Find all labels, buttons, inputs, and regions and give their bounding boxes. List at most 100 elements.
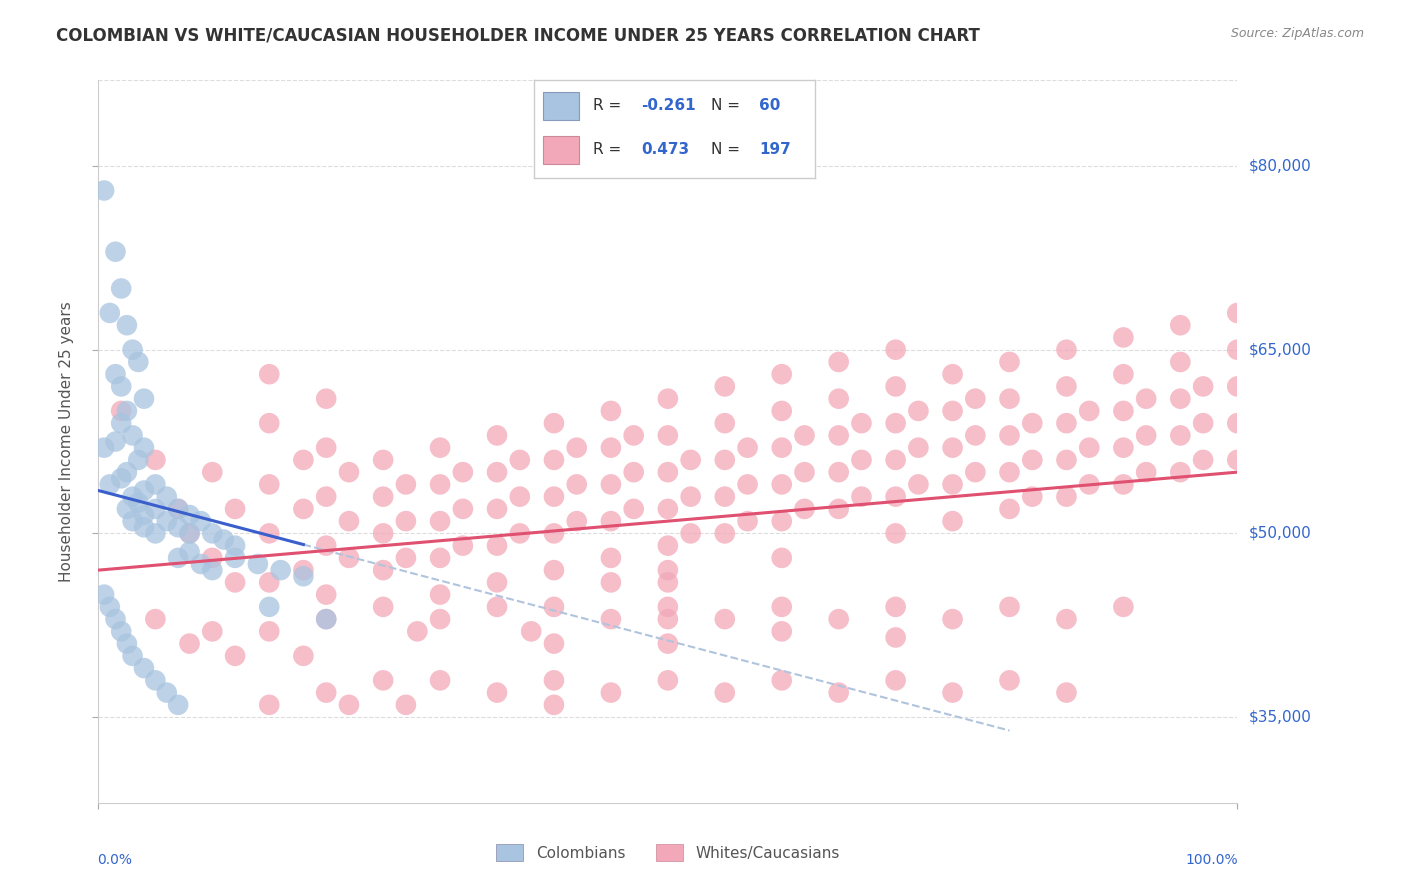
Text: 0.0%: 0.0% [97, 854, 132, 867]
Point [315, 612, 337, 626]
Point [851, 416, 873, 430]
Point [793, 502, 815, 516]
Point [167, 698, 190, 712]
Point [201, 550, 224, 565]
Point [98, 477, 121, 491]
Point [246, 557, 269, 571]
Point [714, 379, 737, 393]
Point [1054, 453, 1078, 467]
Point [486, 428, 509, 442]
FancyBboxPatch shape [543, 92, 579, 120]
Point [429, 612, 451, 626]
Point [1054, 685, 1078, 699]
Point [179, 508, 201, 522]
Point [429, 673, 451, 688]
Point [942, 367, 965, 381]
Point [884, 599, 907, 614]
Point [110, 379, 132, 393]
Point [543, 599, 565, 614]
Point [115, 465, 138, 479]
Point [884, 343, 907, 357]
Point [942, 441, 965, 455]
Point [115, 502, 138, 516]
Point [657, 539, 679, 553]
Point [942, 685, 965, 699]
Point [1078, 441, 1101, 455]
Text: $50,000: $50,000 [1249, 526, 1312, 541]
Point [104, 612, 127, 626]
Point [110, 281, 132, 295]
Text: R =: R = [593, 98, 627, 112]
Point [714, 453, 737, 467]
Point [315, 612, 337, 626]
Text: 0.473: 0.473 [641, 143, 689, 158]
Point [565, 514, 588, 528]
Point [714, 490, 737, 504]
Point [1112, 330, 1135, 344]
Point [907, 477, 929, 491]
Point [1135, 428, 1157, 442]
Point [315, 539, 337, 553]
Point [998, 502, 1021, 516]
Point [770, 404, 793, 418]
Point [315, 685, 337, 699]
Point [212, 533, 235, 547]
Point [104, 367, 127, 381]
Point [110, 471, 132, 485]
Point [190, 514, 212, 528]
Point [1054, 379, 1078, 393]
Point [942, 514, 965, 528]
Point [486, 502, 509, 516]
Point [110, 404, 132, 418]
Point [543, 563, 565, 577]
Point [828, 355, 851, 369]
Point [486, 685, 509, 699]
Point [315, 490, 337, 504]
Text: 197: 197 [759, 143, 792, 158]
Point [828, 612, 851, 626]
Point [623, 428, 645, 442]
Point [145, 453, 167, 467]
Point [543, 698, 565, 712]
Point [179, 637, 201, 651]
Point [828, 465, 851, 479]
Point [179, 526, 201, 541]
Point [224, 539, 246, 553]
Point [315, 392, 337, 406]
Point [486, 575, 509, 590]
Point [259, 367, 281, 381]
Point [828, 392, 851, 406]
Point [714, 685, 737, 699]
Point [714, 526, 737, 541]
Point [657, 673, 679, 688]
Point [1170, 318, 1192, 333]
Point [543, 490, 565, 504]
Point [770, 673, 793, 688]
Point [828, 428, 851, 442]
Point [679, 526, 702, 541]
Point [942, 612, 965, 626]
Point [1170, 392, 1192, 406]
Point [132, 483, 155, 498]
Point [998, 465, 1021, 479]
Text: N =: N = [711, 98, 745, 112]
Point [520, 624, 543, 639]
Point [115, 637, 138, 651]
Point [851, 490, 873, 504]
Point [998, 355, 1021, 369]
Text: COLOMBIAN VS WHITE/CAUCASIAN HOUSEHOLDER INCOME UNDER 25 YEARS CORRELATION CHART: COLOMBIAN VS WHITE/CAUCASIAN HOUSEHOLDER… [56, 27, 980, 45]
Point [93, 184, 115, 198]
Point [623, 502, 645, 516]
Point [600, 404, 623, 418]
Point [600, 685, 623, 699]
Point [315, 588, 337, 602]
Point [132, 661, 155, 675]
Point [1226, 343, 1249, 357]
FancyBboxPatch shape [543, 136, 579, 164]
Point [509, 526, 531, 541]
Point [201, 465, 224, 479]
Point [770, 514, 793, 528]
Point [793, 428, 815, 442]
Point [657, 612, 679, 626]
Point [259, 477, 281, 491]
